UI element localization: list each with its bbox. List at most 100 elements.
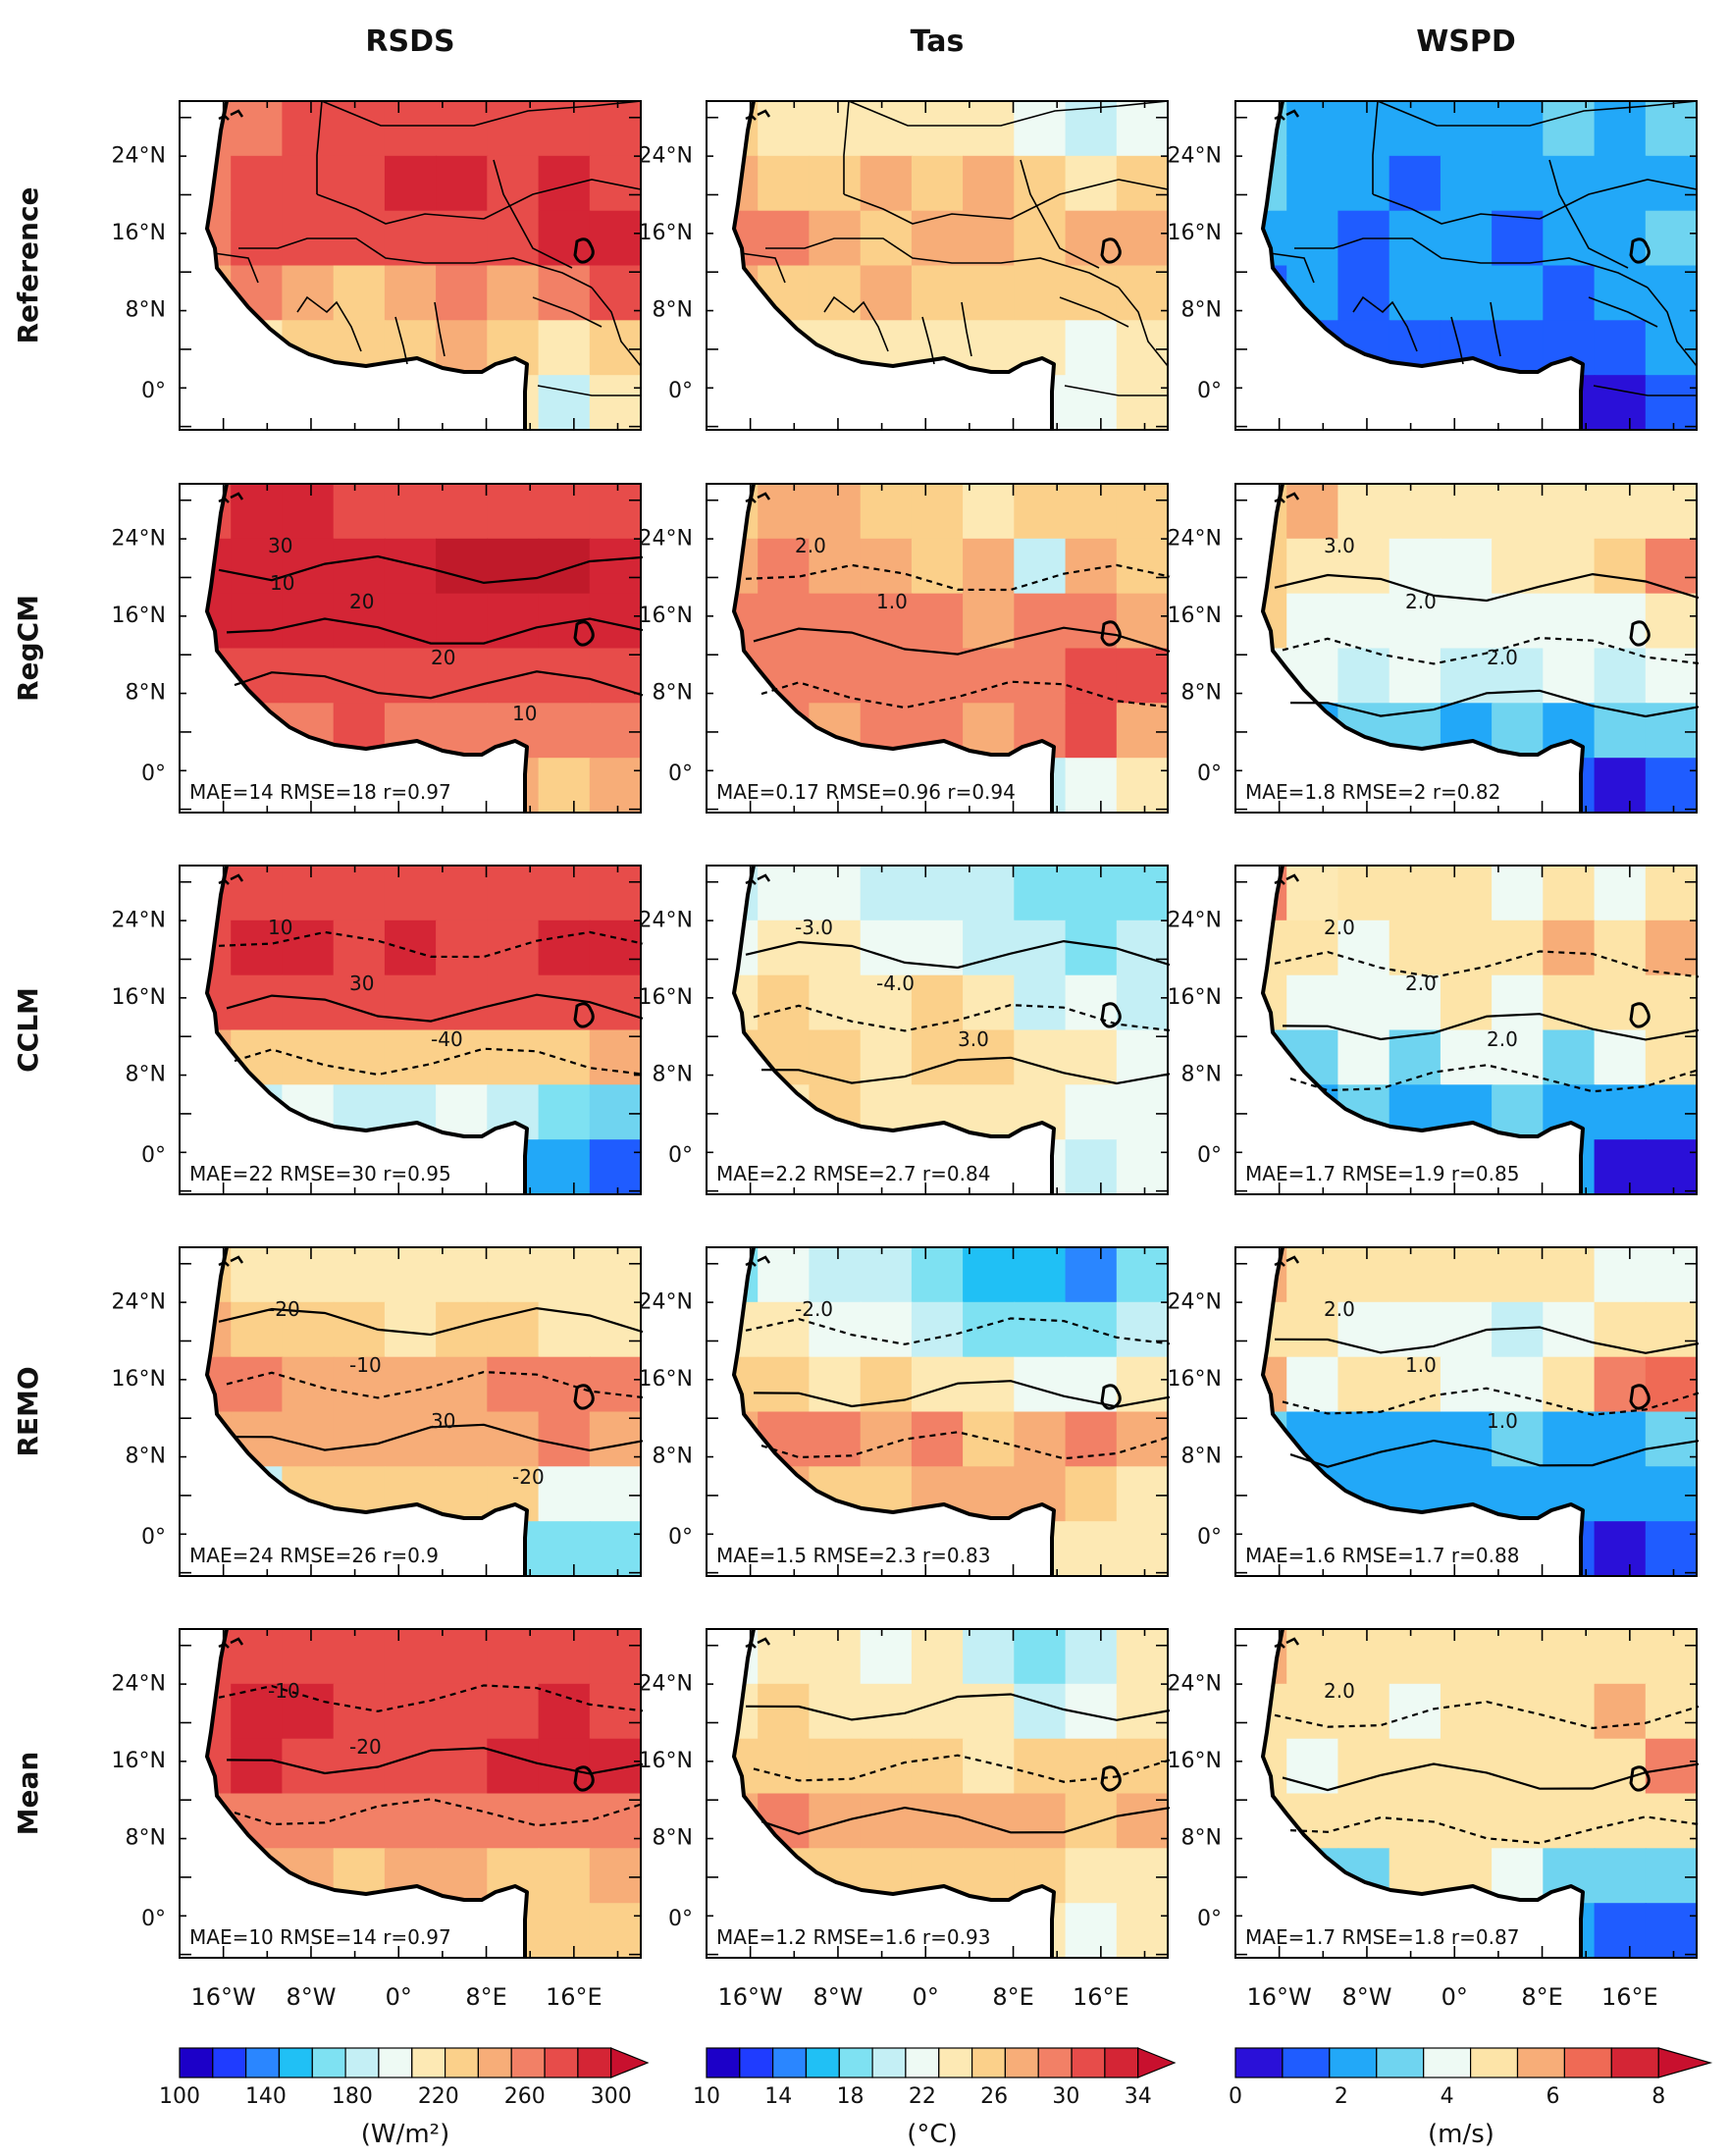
field-cell [758,155,811,212]
field-cell [589,1139,641,1194]
field-cell [911,1738,965,1795]
field-cell [384,265,438,322]
field-cell [758,1738,811,1795]
lat-tick-label: 0° [668,1907,693,1931]
lon-tick-label: 16°W [718,1983,783,2011]
colorbar-tick-label: 180 [332,2084,373,2109]
country-border [394,316,408,365]
field-cell [589,101,641,157]
field-cell [231,155,284,212]
colorbar-arrow [1137,2047,1177,2078]
field-cell [1492,265,1545,322]
field-cell [589,1521,641,1576]
field-cell [384,538,438,595]
field-cell [860,155,913,212]
lat-tick-label: 16°N [1168,604,1222,628]
field-cell [1594,920,1647,976]
country-border [1064,385,1168,396]
field-cell [963,210,1016,267]
row-label-mean: Mean [12,1752,44,1836]
field-cell [1594,1301,1647,1358]
field-cell [538,866,591,921]
field-cell [809,538,862,595]
field-cell [860,974,913,1031]
panel-frame [179,865,642,1195]
field-cell [384,593,438,650]
field-cell [758,210,811,267]
country-border [1377,100,1698,127]
panel-reference-tas: 24°N 16°N 8°N 0° [639,100,1169,431]
coastline [205,1246,529,1576]
colorbar-swatch [771,2047,807,2078]
ocean-area [180,1247,527,1576]
field-cell [911,648,965,705]
panel-regcm-wspd: 3.0 2.0 2.0 24°N 16°N 8°N 0° MAE=1.8 RMSE=2 r=0… [1168,483,1700,814]
islands-outline [218,873,244,885]
country-border [434,301,446,357]
field-cell [1492,1247,1545,1303]
contour-label: 30 [268,534,292,557]
field-cell [1337,1683,1390,1740]
field-cell [231,1738,284,1795]
field-cell [1594,1629,1647,1685]
islands-outline [218,492,244,503]
lat-tick-label: 16°N [1168,985,1222,1010]
field-map [180,484,641,813]
positive-contour [1282,1762,1700,1792]
lat-tick-label: 0° [141,379,166,403]
field-cell [231,1301,284,1358]
country-border [765,237,1120,289]
field-cell [1389,155,1442,212]
field-cell [487,210,540,267]
field-cell [1065,1139,1118,1194]
field-cell [1440,265,1494,322]
contour-label: -40 [431,1027,463,1051]
field-cell [963,1738,1016,1795]
field-cell [911,538,965,595]
field-cell [1116,974,1168,1031]
field-cell [809,1411,862,1468]
coastline [205,865,529,1194]
lon-tick-label: 8°W [286,1983,336,2011]
field-cell [589,1629,641,1685]
field-map [180,1629,641,1958]
colorbar-swatch [1282,2047,1331,2078]
field-cell [1116,1084,1168,1141]
lat-tick-label: 8°N [653,1063,693,1087]
field-cell [1337,155,1390,212]
lat-tick-label: 24°N [639,143,693,168]
field-cell [1337,866,1390,921]
contour-label: 3.0 [1324,534,1355,557]
field-cell [1116,1356,1168,1413]
field-cell [436,974,489,1031]
country-border [1010,179,1169,220]
country-border [1059,296,1129,328]
country-border [537,385,641,396]
field-cell [282,538,335,595]
contour-label: 10 [268,916,292,939]
field-cell [538,101,591,157]
field-cell [333,101,386,157]
field-cell [1645,758,1697,813]
field-cell [911,866,965,921]
lat-tick-label: 16°N [1168,221,1222,245]
negative-contour [218,1684,644,1712]
positive-contour [745,1693,1171,1721]
field-cell [538,920,591,976]
lat-tick-label: 16°N [112,1367,166,1392]
field-cell [1065,1084,1118,1141]
ocean-area [1235,1247,1583,1576]
field-cell [1116,101,1168,157]
positive-contour [760,1056,1171,1085]
field-cell [1440,1247,1494,1303]
field-cell [1543,1683,1596,1740]
field-cell [1492,484,1545,540]
field-cell [963,866,1016,921]
field-cell [1645,1356,1697,1413]
field-cell [1014,538,1067,595]
field-cell [809,1738,862,1795]
field-cell [1014,210,1067,267]
colorbar-swatch [278,2047,313,2078]
panel-frame [1234,1246,1698,1577]
field-cell [487,1738,540,1795]
